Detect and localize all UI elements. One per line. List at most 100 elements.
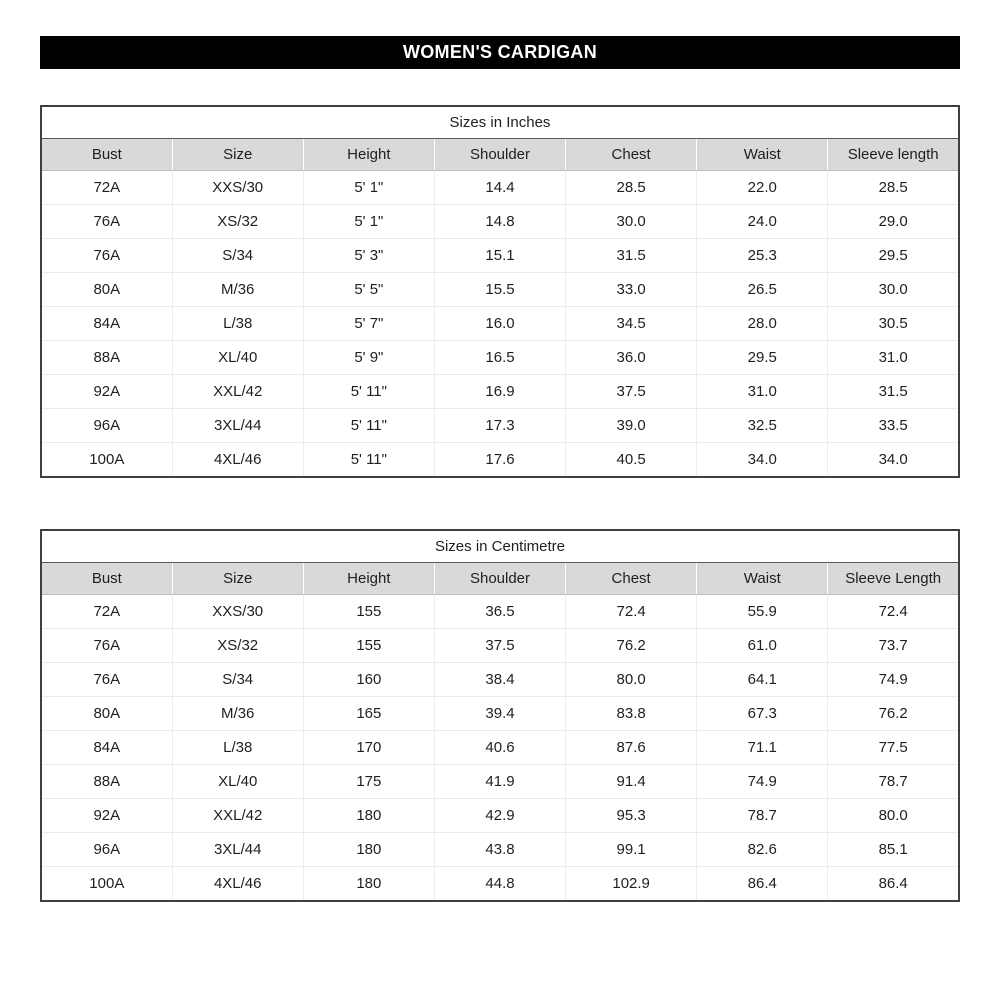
table-cell: 76A <box>41 204 173 239</box>
table-cell: 87.6 <box>565 730 697 765</box>
table-cell: 96A <box>41 832 173 867</box>
table-row: 84A L/38 170 40.6 87.6 71.1 77.5 <box>41 730 959 765</box>
table-row: 96A 3XL/44 5' 11" 17.3 39.0 32.5 33.5 <box>41 408 959 443</box>
table-cell: 42.9 <box>433 798 566 833</box>
table-cell: 4XL/46 <box>171 866 304 901</box>
table-title-row: Sizes in Inches <box>41 106 959 139</box>
table-cell: 91.4 <box>565 764 697 799</box>
table-cell: 180 <box>302 866 435 901</box>
table-cell: 15.1 <box>433 238 566 273</box>
table-row: 76A XS/32 155 37.5 76.2 61.0 73.7 <box>41 628 959 663</box>
table-title: Sizes in Inches <box>41 106 959 139</box>
table-cell: 14.4 <box>433 170 566 205</box>
table-cell: 29.5 <box>696 340 828 375</box>
table-cell: S/34 <box>171 662 304 697</box>
table-cell: 76.2 <box>827 696 959 731</box>
table-cell: 37.5 <box>565 374 697 409</box>
table-cell: 72.4 <box>565 594 697 629</box>
table-cell: 5' 11" <box>302 374 435 409</box>
table-cell: 84A <box>41 730 173 765</box>
table-cell: 28.5 <box>827 170 959 205</box>
table-row: 80A M/36 165 39.4 83.8 67.3 76.2 <box>41 696 959 731</box>
table-cell: 78.7 <box>827 764 959 799</box>
table-cell: M/36 <box>171 696 304 731</box>
table-cell: 28.5 <box>565 170 697 205</box>
table-cell: 26.5 <box>696 272 828 307</box>
page-title: WOMEN'S CARDIGAN <box>402 42 598 62</box>
table-cell: 74.9 <box>827 662 959 697</box>
table-cell: 72A <box>41 594 173 629</box>
table-cell: 155 <box>302 594 435 629</box>
table-cell: 80A <box>41 272 173 307</box>
table-cell: 39.4 <box>433 696 566 731</box>
table-cell: 17.3 <box>433 408 566 443</box>
table-cell: 84A <box>41 306 173 341</box>
table-cell: 55.9 <box>696 594 828 629</box>
table-cell: XXS/30 <box>171 170 304 205</box>
table-cell: 73.7 <box>827 628 959 663</box>
table-cell: XXL/42 <box>171 798 304 833</box>
table-cell: 22.0 <box>696 170 828 205</box>
table-cell: 31.5 <box>565 238 697 273</box>
table-row: 88A XL/40 175 41.9 91.4 74.9 78.7 <box>41 764 959 799</box>
table-cell: 16.5 <box>433 340 566 375</box>
table-title: Sizes in Centimetre <box>41 530 959 563</box>
table-cell: 3XL/44 <box>171 832 304 867</box>
table-cell: 170 <box>302 730 435 765</box>
column-header: Height <box>302 138 435 171</box>
table-cell: 72A <box>41 170 173 205</box>
table-cell: 30.0 <box>827 272 959 307</box>
column-header-row: Bust Size Height Shoulder Chest Waist Sleeve L… <box>41 562 959 595</box>
table-cell: 5' 7" <box>302 306 435 341</box>
table-cell: 40.5 <box>565 442 697 477</box>
table-row: 100A 4XL/46 180 44.8 102.9 86.4 86.4 <box>41 866 959 901</box>
table-cell: 14.8 <box>433 204 566 239</box>
table-row: 92A XXL/42 180 42.9 95.3 78.7 80.0 <box>41 798 959 833</box>
table-cell: 165 <box>302 696 435 731</box>
table-cell: 92A <box>41 798 173 833</box>
table-cell: 88A <box>41 340 173 375</box>
table-cell: 38.4 <box>433 662 566 697</box>
page: WOMEN'S CARDIGAN Sizes in Inches Bust Size… <box>40 36 960 902</box>
table-cell: 74.9 <box>696 764 828 799</box>
table-cell: M/36 <box>171 272 304 307</box>
table-cell: XXS/30 <box>171 594 304 629</box>
table-cell: 86.4 <box>827 866 959 901</box>
table-cell: 76A <box>41 662 173 697</box>
table-cell: XL/40 <box>171 340 304 375</box>
column-header: Sleeve length <box>827 138 959 171</box>
table-cell: XS/32 <box>171 628 304 663</box>
table-cell: 67.3 <box>696 696 828 731</box>
size-tables: Sizes in Inches Bust Size Height Shoulder Che… <box>40 105 960 902</box>
table-cell: 4XL/46 <box>171 442 304 477</box>
table-cell: 31.5 <box>827 374 959 409</box>
column-header: Chest <box>565 562 697 595</box>
column-header: Shoulder <box>433 562 566 595</box>
table-cell: 39.0 <box>565 408 697 443</box>
table-cell: 76.2 <box>565 628 697 663</box>
table-cell: 37.5 <box>433 628 566 663</box>
column-header: Sleeve Length <box>827 562 959 595</box>
table-row: 96A 3XL/44 180 43.8 99.1 82.6 85.1 <box>41 832 959 867</box>
table-cell: 30.0 <box>565 204 697 239</box>
table-cell: 180 <box>302 832 435 867</box>
table-cell: 78.7 <box>696 798 828 833</box>
table-cell: 76A <box>41 628 173 663</box>
table-cell: 36.0 <box>565 340 697 375</box>
table-cell: L/38 <box>171 306 304 341</box>
table-cell: 77.5 <box>827 730 959 765</box>
column-header: Shoulder <box>433 138 566 171</box>
table-cell: 5' 11" <box>302 442 435 477</box>
table-row: 72A XXS/30 155 36.5 72.4 55.9 72.4 <box>41 594 959 629</box>
table-cell: 92A <box>41 374 173 409</box>
table-cell: 80.0 <box>565 662 697 697</box>
column-header: Chest <box>565 138 697 171</box>
table-cell: 88A <box>41 764 173 799</box>
table-cell: 16.0 <box>433 306 566 341</box>
table-cell: 34.5 <box>565 306 697 341</box>
table-cell: 72.4 <box>827 594 959 629</box>
table-cell: 102.9 <box>565 866 697 901</box>
table-cell: 5' 3" <box>302 238 435 273</box>
table-row: 72A XXS/30 5' 1" 14.4 28.5 22.0 28.5 <box>41 170 959 205</box>
column-header: Waist <box>696 138 828 171</box>
